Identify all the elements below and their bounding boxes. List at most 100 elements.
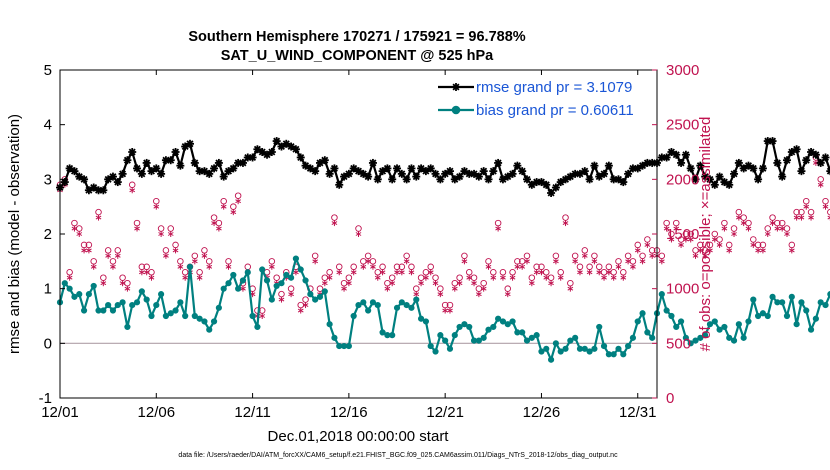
y-tick-label: 4 xyxy=(44,117,52,134)
obs-possible-point xyxy=(764,225,771,232)
obs-assimilated-point xyxy=(312,258,319,265)
legend-box xyxy=(434,75,654,119)
obs-assimilated-point xyxy=(644,241,651,248)
y-axis-label: rmse and bias (model - observation) xyxy=(6,114,23,354)
obs-assimilated-point xyxy=(726,247,733,254)
obs-possible-point xyxy=(735,208,743,216)
obs-assimilated-point xyxy=(687,236,694,243)
rmse-point xyxy=(383,164,392,173)
bias-point xyxy=(625,342,632,350)
obs-assimilated-point xyxy=(100,280,107,287)
rmse-point xyxy=(152,164,161,173)
rmse-point xyxy=(364,172,373,181)
obs-assimilated-point xyxy=(822,203,829,210)
rmse-point xyxy=(523,175,532,184)
rmse-point xyxy=(734,158,743,167)
obs-assimilated-point xyxy=(697,247,704,254)
bias-point xyxy=(451,332,458,339)
right-y-tick-label: 2000 xyxy=(666,171,699,188)
obs-assimilated-point xyxy=(158,231,164,237)
obs-assimilated-point xyxy=(610,274,617,281)
bias-point xyxy=(692,337,699,344)
obs-assimilated-point xyxy=(95,214,102,221)
bias-point xyxy=(312,296,319,303)
rmse-point xyxy=(291,145,300,154)
obs-assimilated-point xyxy=(504,291,511,298)
obs-assimilated-point xyxy=(230,209,237,216)
right-y-tick-label: 2500 xyxy=(666,117,699,134)
x-tick-label: 12/16 xyxy=(330,404,368,421)
obs-assimilated-point xyxy=(259,313,266,319)
obs-assimilated-point xyxy=(124,285,131,292)
bias-point xyxy=(244,269,251,276)
obs-possible-point xyxy=(807,208,815,216)
bias-point xyxy=(639,310,646,317)
bias-point xyxy=(644,329,651,336)
rmse-point xyxy=(681,150,690,159)
obs-assimilated-point xyxy=(66,274,73,281)
obs-assimilated-point xyxy=(620,274,627,281)
rmse-point xyxy=(412,172,421,181)
bias-point xyxy=(759,310,767,317)
bias-point xyxy=(533,332,540,339)
bias-point xyxy=(750,296,757,303)
obs-assimilated-point xyxy=(432,280,439,287)
rmse-point xyxy=(821,153,830,162)
bias-point xyxy=(793,321,800,328)
rmse-point xyxy=(210,164,219,173)
obs-assimilated-point xyxy=(813,159,819,166)
obs-assimilated-point xyxy=(543,274,550,281)
obs-possible-point xyxy=(658,252,666,260)
bias-point xyxy=(307,291,314,298)
obs-assimilated-point xyxy=(533,269,540,276)
obs-assimilated-point xyxy=(591,258,598,265)
legend-rmse-star xyxy=(452,83,460,91)
bias-point xyxy=(634,318,641,325)
rmse-point xyxy=(662,153,671,162)
bias-point xyxy=(133,299,141,306)
obs-assimilated-point xyxy=(577,269,583,276)
obs-assimilated-point xyxy=(81,247,87,254)
obs-assimilated-point xyxy=(297,307,304,314)
rmse-point xyxy=(691,175,700,184)
bias-point xyxy=(129,301,136,309)
obs-assimilated-point xyxy=(553,258,559,265)
rmse-point xyxy=(108,172,117,181)
rmse-point xyxy=(542,180,551,189)
bias-point xyxy=(302,277,309,284)
obs-assimilated-point xyxy=(500,274,506,281)
obs-assimilated-point xyxy=(456,280,463,287)
obs-assimilated-point xyxy=(808,214,814,221)
obs-assimilated-point xyxy=(394,269,400,276)
bias-point xyxy=(677,318,685,325)
bias-point xyxy=(567,337,574,344)
rmse-point xyxy=(176,161,185,170)
obs-assimilated-point xyxy=(321,280,328,287)
rmse-point xyxy=(619,178,628,187)
obs-assimilated-point xyxy=(163,252,169,259)
obs-assimilated-point xyxy=(567,285,574,292)
bias-point xyxy=(239,277,247,284)
obs-assimilated-point xyxy=(764,231,771,237)
bias-point xyxy=(812,315,819,322)
rmse-point xyxy=(393,164,402,173)
y-tick-label: 1 xyxy=(44,281,52,298)
rmse-point xyxy=(710,180,719,189)
bias-point xyxy=(562,345,569,352)
bias-point xyxy=(259,266,266,273)
legend: rmse grand pr = 3.1079 bias grand pr = 0… xyxy=(434,75,654,119)
obs-assimilated-point xyxy=(336,269,343,276)
obs-assimilated-point xyxy=(509,274,516,281)
obs-assimilated-point xyxy=(461,258,468,265)
bias-point xyxy=(552,340,559,347)
bias-point xyxy=(191,312,198,320)
obs-assimilated-point xyxy=(148,274,155,281)
bias-point xyxy=(413,296,420,303)
rmse-point xyxy=(518,167,527,176)
rmse-point xyxy=(133,164,142,173)
obs-assimilated-series xyxy=(57,159,830,319)
rmse-point xyxy=(585,175,594,184)
obs-assimilated-point xyxy=(341,285,347,292)
obs-assimilated-point xyxy=(191,258,198,265)
right-y-tick-label: 0 xyxy=(666,390,674,407)
